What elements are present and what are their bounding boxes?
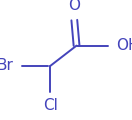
Text: Br: Br <box>0 59 13 73</box>
Text: OH: OH <box>116 38 132 53</box>
Text: O: O <box>68 0 80 13</box>
Text: Cl: Cl <box>43 98 58 113</box>
